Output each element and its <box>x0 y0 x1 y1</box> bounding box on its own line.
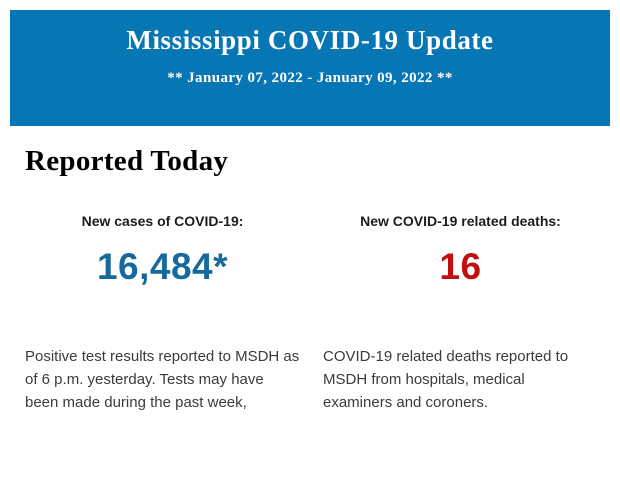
new-deaths-description: COVID-19 related deaths reported to MSDH… <box>323 348 569 411</box>
new-deaths-label: New COVID-19 related deaths: <box>360 213 561 229</box>
newsletter-date-range: ** January 07, 2022 - January 09, 2022 *… <box>167 70 453 86</box>
new-cases-label: New cases of COVID-19: <box>81 213 244 229</box>
new-cases-description: Positive test results reported to MSDH a… <box>25 348 300 411</box>
newsletter-header: Mississippi COVID-19 Update ** January 0… <box>10 10 610 126</box>
new-deaths-value: 16 <box>439 246 482 287</box>
stat-new-cases: New cases of COVID-19: 16,484* Positive … <box>25 213 300 414</box>
newsletter-page: { "header": { "title": "Mississippi COVI… <box>0 10 620 493</box>
section-title: Reported Today <box>25 145 229 177</box>
stat-new-deaths: New COVID-19 related deaths: 16 COVID-19… <box>323 213 598 414</box>
newsletter-title: Mississippi COVID-19 Update <box>126 25 494 55</box>
new-cases-value: 16,484* <box>96 246 229 287</box>
stats-row: New cases of COVID-19: 16,484* Positive … <box>25 213 598 414</box>
main-content: Reported Today New cases of COVID-19: 16… <box>0 145 620 414</box>
